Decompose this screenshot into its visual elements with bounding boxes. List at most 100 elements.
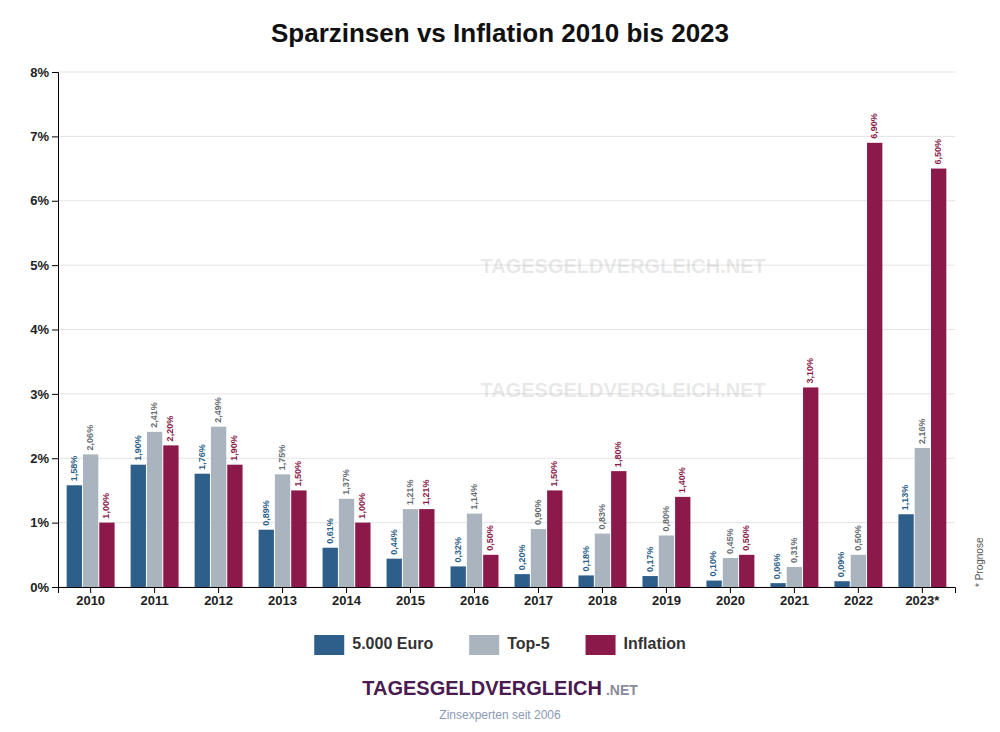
y-tick: 7% [30, 129, 58, 144]
bar [131, 465, 146, 587]
x-tick: 2019 [652, 587, 681, 608]
y-tick-label: 1% [30, 515, 49, 530]
bar [291, 490, 306, 587]
bar [787, 567, 802, 587]
bar [99, 523, 114, 587]
data-label: 0,89% [261, 500, 271, 526]
data-label: 0,32% [453, 537, 463, 563]
data-label: 0,90% [533, 500, 543, 526]
bar [803, 387, 818, 587]
data-label: 1,00% [357, 493, 367, 519]
y-tick-label: 2% [30, 451, 49, 466]
y-tick-mark [52, 587, 58, 588]
x-tick-mark [666, 587, 667, 593]
x-tick: 2022 [844, 587, 873, 608]
data-label: 0,44% [389, 529, 399, 555]
grid-line [58, 329, 955, 330]
y-tick: 8% [30, 65, 58, 80]
bar [163, 445, 178, 587]
x-tick: 2015 [396, 587, 425, 608]
annotation: * Prognose [974, 537, 985, 587]
grid-line [58, 200, 955, 201]
bar [211, 427, 226, 587]
legend-item: Top-5 [469, 635, 549, 655]
x-tick-label: 2014 [332, 593, 362, 608]
data-label: 0,09% [836, 552, 846, 578]
x-tick: 2018 [588, 587, 617, 608]
y-tick-label: 0% [30, 580, 49, 595]
y-tick-mark [52, 265, 58, 266]
data-label: 0,45% [725, 529, 735, 555]
legend-item: Inflation [586, 635, 686, 655]
data-label: 3,10% [805, 358, 815, 384]
x-tick: 2010 [76, 587, 105, 608]
x-tick: 2012 [204, 587, 233, 608]
y-tick: 2% [30, 451, 58, 466]
x-tick: 2011 [141, 587, 169, 608]
y-tick: 3% [30, 387, 58, 402]
data-label: 1,80% [613, 442, 623, 468]
data-label: 0,50% [485, 525, 495, 551]
y-tick-mark [52, 523, 58, 524]
bar [659, 536, 674, 588]
x-tick-label: 2020 [716, 593, 745, 608]
bar [419, 509, 434, 587]
x-tick-mark [346, 587, 347, 593]
grid-line [58, 72, 955, 73]
y-tick-mark [52, 136, 58, 137]
x-tick-mark [282, 587, 283, 593]
data-label: 0,61% [325, 518, 335, 544]
data-label: 1,40% [677, 467, 687, 493]
footer-net: .NET [606, 682, 638, 698]
y-tick-mark [52, 458, 58, 459]
legend-label: Inflation [624, 635, 686, 652]
data-label: 0,18% [581, 546, 591, 572]
x-tick: 2021 [780, 587, 809, 608]
y-tick-mark [52, 330, 58, 331]
y-tick: 5% [30, 258, 58, 273]
bar [147, 432, 162, 587]
data-label: 6,50% [933, 139, 943, 165]
x-tick-label: 2011 [141, 593, 169, 608]
data-label: 1,90% [229, 435, 239, 461]
bar [387, 559, 402, 587]
data-label: 0,83% [597, 504, 607, 530]
x-tick-mark [410, 587, 411, 593]
bar [739, 555, 754, 587]
data-label: 0,10% [708, 551, 718, 577]
bar [467, 514, 482, 587]
grid-line [58, 522, 955, 523]
legend-label: Top-5 [507, 635, 549, 652]
x-tick-label: 2015 [396, 593, 425, 608]
watermark: TAGESGELDVERGLEICH.NET [481, 379, 766, 401]
bar [227, 465, 242, 587]
grid-line [58, 458, 955, 459]
bar [770, 583, 785, 587]
data-label: 0,17% [645, 547, 655, 573]
y-tick: 0% [30, 580, 58, 595]
bar [483, 555, 498, 587]
data-label: 0,50% [741, 525, 751, 551]
x-axis: 2010201120122013201420152016201720182019… [59, 587, 956, 608]
chart: Sparzinsen vs Inflation 2010 bis 2023TAG… [0, 0, 1000, 732]
legend-swatch [469, 635, 499, 655]
data-label: 0,31% [789, 538, 799, 564]
data-label: 6,90% [869, 113, 879, 139]
bar [898, 514, 913, 587]
y-tick-mark [52, 394, 58, 395]
data-label: 0,50% [853, 525, 863, 551]
x-tick: 2023* [905, 587, 940, 608]
data-labels: 1,58%1,90%1,76%0,89%0,61%0,44%0,32%0,20%… [69, 113, 943, 579]
bar [67, 485, 82, 587]
x-tick-label: 2017 [524, 593, 553, 608]
data-label: 1,50% [293, 461, 303, 487]
data-label: 2,49% [213, 397, 223, 423]
bar [451, 566, 466, 587]
x-tick: 2016 [460, 587, 489, 608]
footer-sub: Zinsexperten seit 2006 [439, 708, 561, 722]
y-tick-mark [52, 72, 58, 73]
x-tick-mark [218, 587, 219, 593]
data-label: 1,58% [69, 456, 79, 482]
bar [403, 509, 418, 587]
data-label: 1,00% [101, 493, 111, 519]
